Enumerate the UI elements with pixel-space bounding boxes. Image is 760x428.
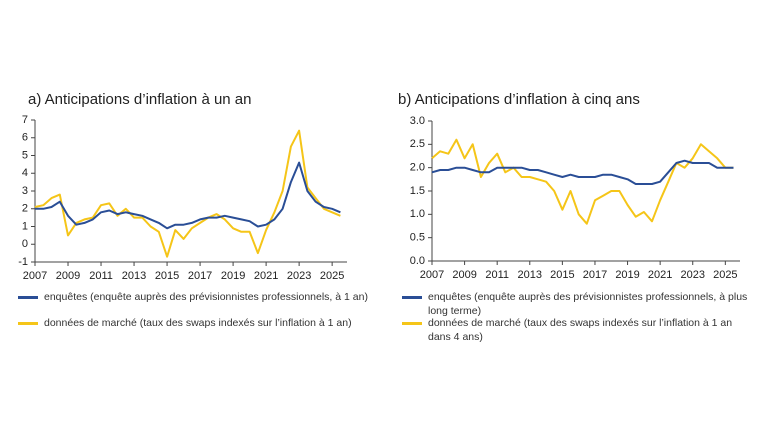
y-tick-label: 4: [22, 167, 28, 179]
y-tick-label: 3: [22, 185, 28, 197]
x-tick-label: 2013: [518, 269, 542, 281]
y-tick-label: 3.0: [410, 115, 425, 127]
legend-swatch: [402, 322, 422, 325]
y-tick-label: 0.5: [410, 232, 425, 244]
legend-label: données de marché (taux des swaps indexé…: [44, 317, 352, 329]
x-tick-label: 2021: [648, 269, 672, 281]
x-tick-label: 2017: [583, 269, 607, 281]
legend-label: données de marché (taux des swaps indexé…: [428, 317, 733, 343]
legend-entry: enquêtes (enquête auprès des prévisionni…: [402, 290, 748, 318]
x-tick-label: 2015: [155, 270, 179, 282]
y-tick-label: 2.5: [410, 138, 425, 150]
legend-entry: données de marché (taux des swaps indexé…: [18, 316, 374, 330]
x-tick-label: 2017: [188, 270, 212, 282]
legend-label: enquêtes (enquête auprès des prévisionni…: [44, 291, 368, 303]
x-tick-label: 2019: [221, 270, 245, 282]
legend-swatch: [402, 296, 422, 299]
y-tick-label: 5: [22, 149, 28, 161]
chart-title: a) Anticipations d’inflation à un an: [28, 91, 251, 108]
x-tick-label: 2025: [320, 270, 344, 282]
x-tick-label: 2007: [23, 270, 47, 282]
x-tick-label: 2011: [485, 269, 509, 281]
series-line: [431, 159, 734, 185]
legend-entry: données de marché (taux des swaps indexé…: [402, 316, 748, 344]
x-tick-label: 2013: [122, 270, 146, 282]
y-tick-label: 2.0: [410, 162, 425, 174]
y-tick-label: -1: [18, 256, 28, 268]
x-tick-label: 2009: [452, 269, 476, 281]
x-tick-label: 2007: [420, 269, 444, 281]
legend-swatch: [18, 296, 38, 299]
series-line: [34, 129, 341, 258]
x-tick-label: 2009: [56, 270, 80, 282]
y-tick-label: 6: [22, 132, 28, 144]
x-tick-label: 2025: [713, 269, 737, 281]
y-tick-label: 1: [22, 220, 28, 232]
x-tick-label: 2023: [680, 269, 704, 281]
legend-swatch: [18, 322, 38, 325]
series-line: [431, 138, 734, 225]
series-line: [35, 161, 341, 230]
y-tick-label: 2: [22, 203, 28, 215]
chart-title: b) Anticipations d’inflation à cinq ans: [398, 91, 640, 108]
y-tick-label: 1.0: [410, 208, 425, 220]
legend-entry: enquêtes (enquête auprès des prévisionni…: [18, 290, 374, 304]
y-tick-label: 0: [22, 238, 28, 250]
y-tick-label: 7: [22, 114, 28, 126]
y-tick-label: 0.0: [410, 255, 425, 267]
x-tick-label: 2015: [550, 269, 574, 281]
x-tick-label: 2011: [89, 270, 113, 282]
x-tick-label: 2019: [615, 269, 639, 281]
legend-label: enquêtes (enquête auprès des prévisionni…: [428, 291, 748, 317]
y-tick-label: 1.5: [410, 185, 425, 197]
x-tick-label: 2023: [287, 270, 311, 282]
x-tick-label: 2021: [254, 270, 278, 282]
